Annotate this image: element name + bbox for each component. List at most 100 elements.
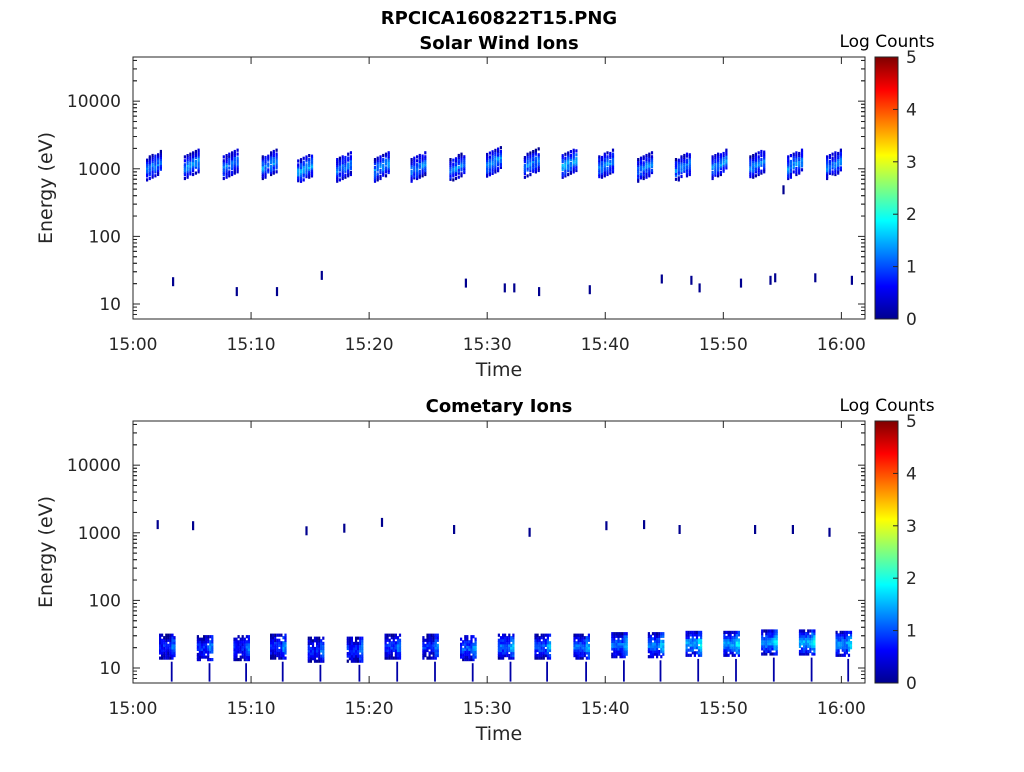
- x-tick-label: 15:30: [463, 699, 512, 719]
- ion-burst: [336, 151, 352, 183]
- colorbar-tick-label: 3: [906, 153, 917, 173]
- y-axis-label: Energy (eV): [35, 496, 57, 608]
- spectrogram-data: [156, 517, 853, 682]
- x-tick-label: 15:30: [463, 335, 512, 355]
- ion-burst: [384, 633, 402, 682]
- sparse-hit: [782, 185, 785, 195]
- ion-burst: [497, 633, 515, 682]
- sparse-hit: [678, 525, 681, 534]
- sparse-hit: [464, 278, 467, 288]
- x-axis-ticks: 15:00 15:10 15:20 15:30 15:40 15:50 16:00: [109, 57, 866, 355]
- sparse-hit: [690, 275, 693, 285]
- x-tick-label: 15:20: [345, 699, 394, 719]
- x-axis-label: Time: [475, 359, 523, 381]
- ion-burst: [410, 151, 427, 183]
- colorbar-label: Log Counts: [839, 32, 934, 52]
- x-tick-label: 15:50: [699, 335, 748, 355]
- sparse-hit: [791, 525, 794, 534]
- sparse-hit: [305, 526, 308, 536]
- x-tick-label: 15:50: [699, 699, 748, 719]
- x-tick-label: 15:20: [345, 335, 394, 355]
- y-axis-ticks: 10 100 1000 10000: [67, 59, 865, 315]
- sparse-hit: [850, 275, 853, 285]
- colorbar: [874, 56, 899, 320]
- x-axis-label: Time: [475, 723, 523, 745]
- panel-title: Cometary Ions: [426, 396, 573, 417]
- figure-title: RPCICA160822T15.PNG: [381, 8, 617, 29]
- y-tick-label: 1000: [78, 160, 121, 180]
- ion-burst: [787, 148, 804, 181]
- ion-burst: [723, 630, 740, 682]
- sparse-hit: [588, 285, 591, 295]
- y-tick-label: 10000: [67, 92, 121, 112]
- ion-burst: [486, 146, 502, 178]
- ion-burst: [711, 148, 728, 181]
- y-tick-label: 10: [99, 295, 121, 315]
- sparse-hit: [605, 521, 608, 531]
- ion-burst: [449, 152, 466, 182]
- ion-burst: [233, 635, 250, 682]
- colorbar-ticks: 0 1 2 3 4 5: [893, 412, 917, 694]
- sparse-hit: [235, 287, 238, 297]
- y-tick-label: 1000: [78, 524, 121, 544]
- sparse-hit: [172, 277, 175, 287]
- colorbar-ticks: 0 1 2 3 4 5: [893, 48, 917, 330]
- ion-burst: [270, 633, 287, 682]
- spectrogram-data: [146, 146, 853, 297]
- y-axis-ticks: 10 100 1000 10000: [67, 423, 865, 679]
- sparse-hit: [828, 527, 831, 537]
- y-tick-label: 10: [99, 659, 121, 679]
- y-tick-label: 10000: [67, 456, 121, 476]
- sparse-hit: [643, 520, 646, 530]
- sparse-hit: [320, 270, 323, 280]
- colorbar-tick-label: 3: [906, 517, 917, 537]
- x-tick-label: 15:10: [227, 699, 276, 719]
- ion-burst: [373, 151, 390, 183]
- ion-burst: [761, 629, 778, 682]
- ion-burst: [647, 632, 665, 682]
- x-axis-ticks: 15:00 15:10 15:20 15:30 15:40 15:50 16:00: [109, 421, 866, 719]
- ion-burst: [674, 152, 691, 182]
- ion-burst: [422, 633, 439, 682]
- sparse-hit: [660, 274, 663, 284]
- ion-burst: [222, 148, 239, 181]
- ion-burst: [637, 151, 654, 183]
- panel-title: Solar Wind Ions: [419, 33, 578, 54]
- ion-burst: [534, 633, 552, 682]
- colorbar-tick-label: 5: [906, 48, 917, 68]
- y-tick-label: 100: [89, 591, 121, 611]
- ion-burst: [685, 630, 703, 682]
- colorbar-tick-label: 4: [906, 464, 917, 484]
- colorbar-tick-label: 2: [906, 205, 917, 225]
- sparse-hit: [343, 523, 346, 533]
- ion-burst: [598, 148, 615, 179]
- sparse-hit: [698, 283, 701, 293]
- x-tick-label: 15:10: [227, 335, 276, 355]
- x-tick-label: 15:40: [581, 335, 630, 355]
- sparse-hit: [528, 527, 531, 537]
- y-tick-label: 100: [89, 227, 121, 247]
- ion-burst: [346, 636, 364, 682]
- sparse-hit: [380, 517, 384, 527]
- ion-burst: [307, 636, 325, 682]
- ion-burst: [561, 148, 578, 179]
- ion-burst: [573, 633, 590, 682]
- sparse-hit: [453, 525, 456, 534]
- colorbar: [874, 420, 899, 684]
- x-tick-label: 15:40: [581, 699, 630, 719]
- ion-burst: [826, 148, 842, 181]
- colorbar-tick-label: 1: [906, 258, 917, 278]
- ion-burst: [749, 149, 766, 179]
- colorbar-tick-label: 5: [906, 412, 917, 432]
- sparse-hit: [814, 273, 817, 283]
- sparse-hit: [769, 275, 772, 285]
- sparse-hit: [513, 283, 516, 293]
- sparse-hit: [538, 287, 541, 297]
- colorbar-tick-label: 2: [906, 569, 917, 589]
- ion-burst: [146, 149, 162, 182]
- ion-burst: [196, 635, 214, 682]
- colorbar-tick-label: 0: [906, 674, 917, 694]
